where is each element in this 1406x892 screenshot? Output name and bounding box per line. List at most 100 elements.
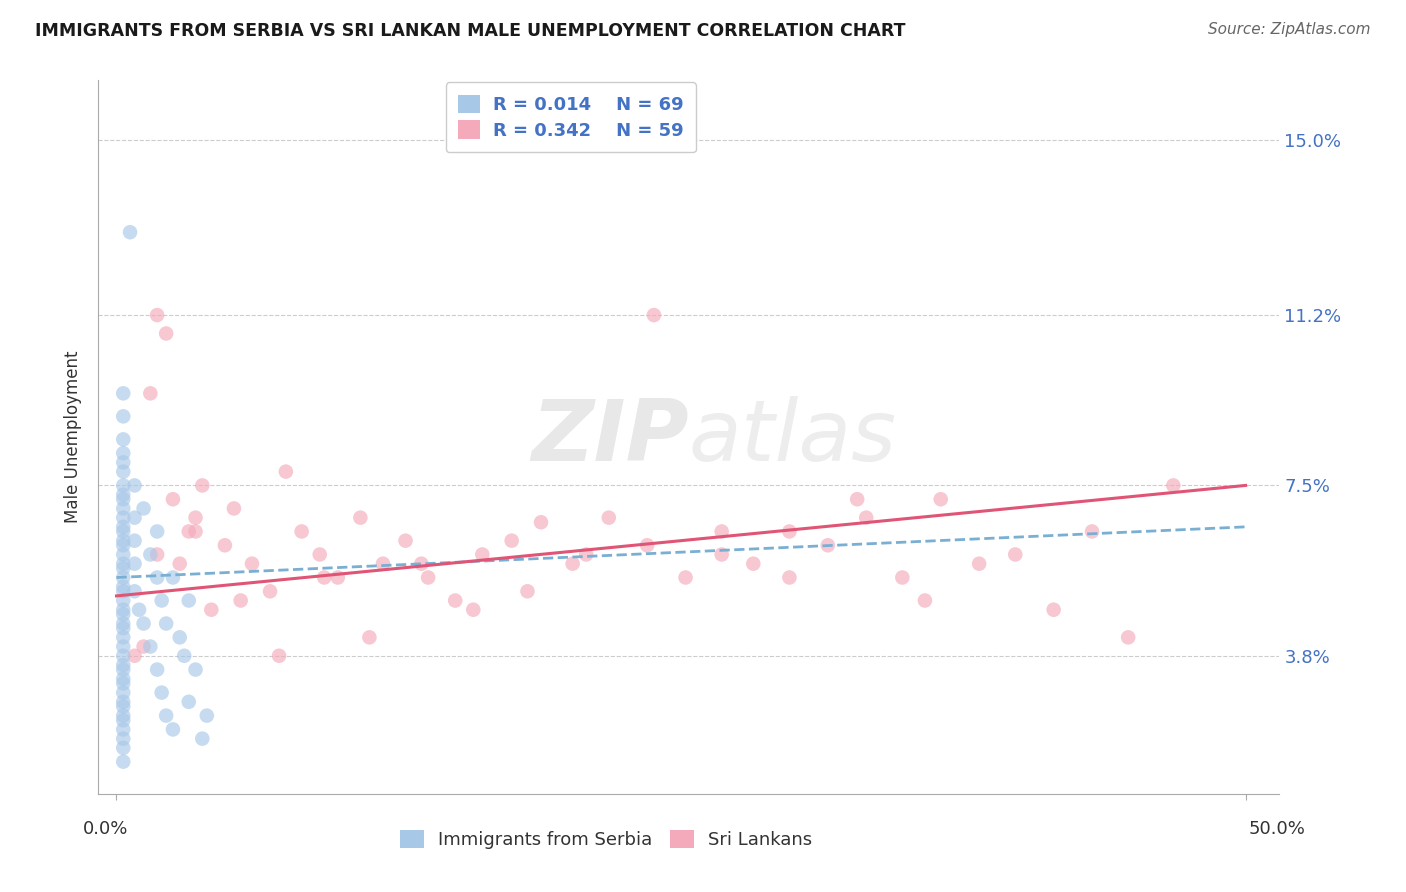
Point (308, 548, 330, 562)
Point (132, 640, 155, 654)
Point (222, 501, 245, 516)
Point (162, 492, 184, 507)
Point (184, 663, 207, 677)
Point (314, 570, 336, 584)
Text: ZIP: ZIP (531, 395, 689, 479)
Point (112, 631, 135, 645)
Point (214, 538, 236, 552)
Point (112, 699, 135, 714)
Point (112, 584, 135, 599)
Point (139, 548, 162, 562)
Point (394, 533, 416, 548)
Point (643, 308, 665, 322)
Point (184, 524, 207, 539)
Point (112, 570, 135, 584)
Point (416, 570, 439, 584)
Point (112, 548, 135, 562)
Text: IMMIGRANTS FROM SERBIA VS SRI LANKAN MALE UNEMPLOYMENT CORRELATION CHART: IMMIGRANTS FROM SERBIA VS SRI LANKAN MAL… (35, 22, 905, 40)
Point (132, 616, 155, 631)
Point (675, 570, 697, 584)
Point (112, 488, 135, 502)
Point (501, 533, 523, 548)
Point (146, 570, 169, 584)
Legend: Immigrants from Serbia, Sri Lankans: Immigrants from Serbia, Sri Lankans (392, 822, 820, 856)
Point (155, 326, 177, 341)
Point (177, 593, 200, 607)
Point (112, 478, 135, 492)
Point (112, 672, 135, 686)
Point (891, 570, 914, 584)
Point (112, 538, 135, 552)
Point (291, 524, 314, 539)
Point (112, 755, 135, 769)
Point (326, 570, 349, 584)
Point (169, 631, 191, 645)
Point (112, 533, 135, 548)
Point (267, 648, 290, 663)
Point (1081, 524, 1104, 539)
Point (112, 561, 135, 575)
Point (112, 520, 135, 534)
Point (710, 548, 733, 562)
Point (112, 695, 135, 709)
Point (184, 510, 207, 524)
Point (112, 640, 135, 654)
Point (118, 225, 141, 239)
Point (112, 708, 135, 723)
Point (240, 557, 263, 571)
Point (112, 676, 135, 690)
Point (124, 533, 146, 548)
Point (112, 740, 135, 755)
Point (636, 538, 658, 552)
Point (200, 603, 222, 617)
Point (177, 524, 200, 539)
Point (112, 455, 135, 469)
Point (124, 478, 146, 492)
Point (112, 616, 135, 631)
Point (112, 465, 135, 479)
Point (1163, 478, 1185, 492)
Point (191, 731, 214, 746)
Point (139, 640, 162, 654)
Point (112, 580, 135, 594)
Point (112, 603, 135, 617)
Point (471, 548, 494, 562)
Point (855, 510, 877, 524)
Point (274, 465, 297, 479)
Point (132, 501, 155, 516)
Point (516, 584, 538, 599)
Point (162, 723, 184, 737)
Point (463, 603, 485, 617)
Text: atlas: atlas (689, 395, 897, 479)
Point (112, 492, 135, 507)
Point (778, 524, 800, 539)
Point (1042, 603, 1064, 617)
Point (124, 510, 146, 524)
Point (742, 557, 765, 571)
Point (112, 409, 135, 424)
Point (371, 557, 394, 571)
Point (162, 570, 184, 584)
Point (914, 593, 936, 607)
Text: 0.0%: 0.0% (83, 820, 128, 838)
Point (191, 478, 214, 492)
Point (146, 308, 169, 322)
Point (195, 708, 218, 723)
Point (967, 557, 990, 571)
Point (112, 593, 135, 607)
Point (1004, 548, 1026, 562)
Point (112, 524, 135, 539)
Point (112, 713, 135, 727)
Point (112, 501, 135, 516)
Point (112, 657, 135, 672)
Point (929, 492, 952, 507)
Point (124, 584, 146, 599)
Point (575, 548, 598, 562)
Point (112, 557, 135, 571)
Point (155, 616, 177, 631)
Point (112, 685, 135, 699)
Point (146, 663, 169, 677)
Point (112, 446, 135, 460)
Point (1116, 631, 1139, 645)
Point (349, 510, 371, 524)
